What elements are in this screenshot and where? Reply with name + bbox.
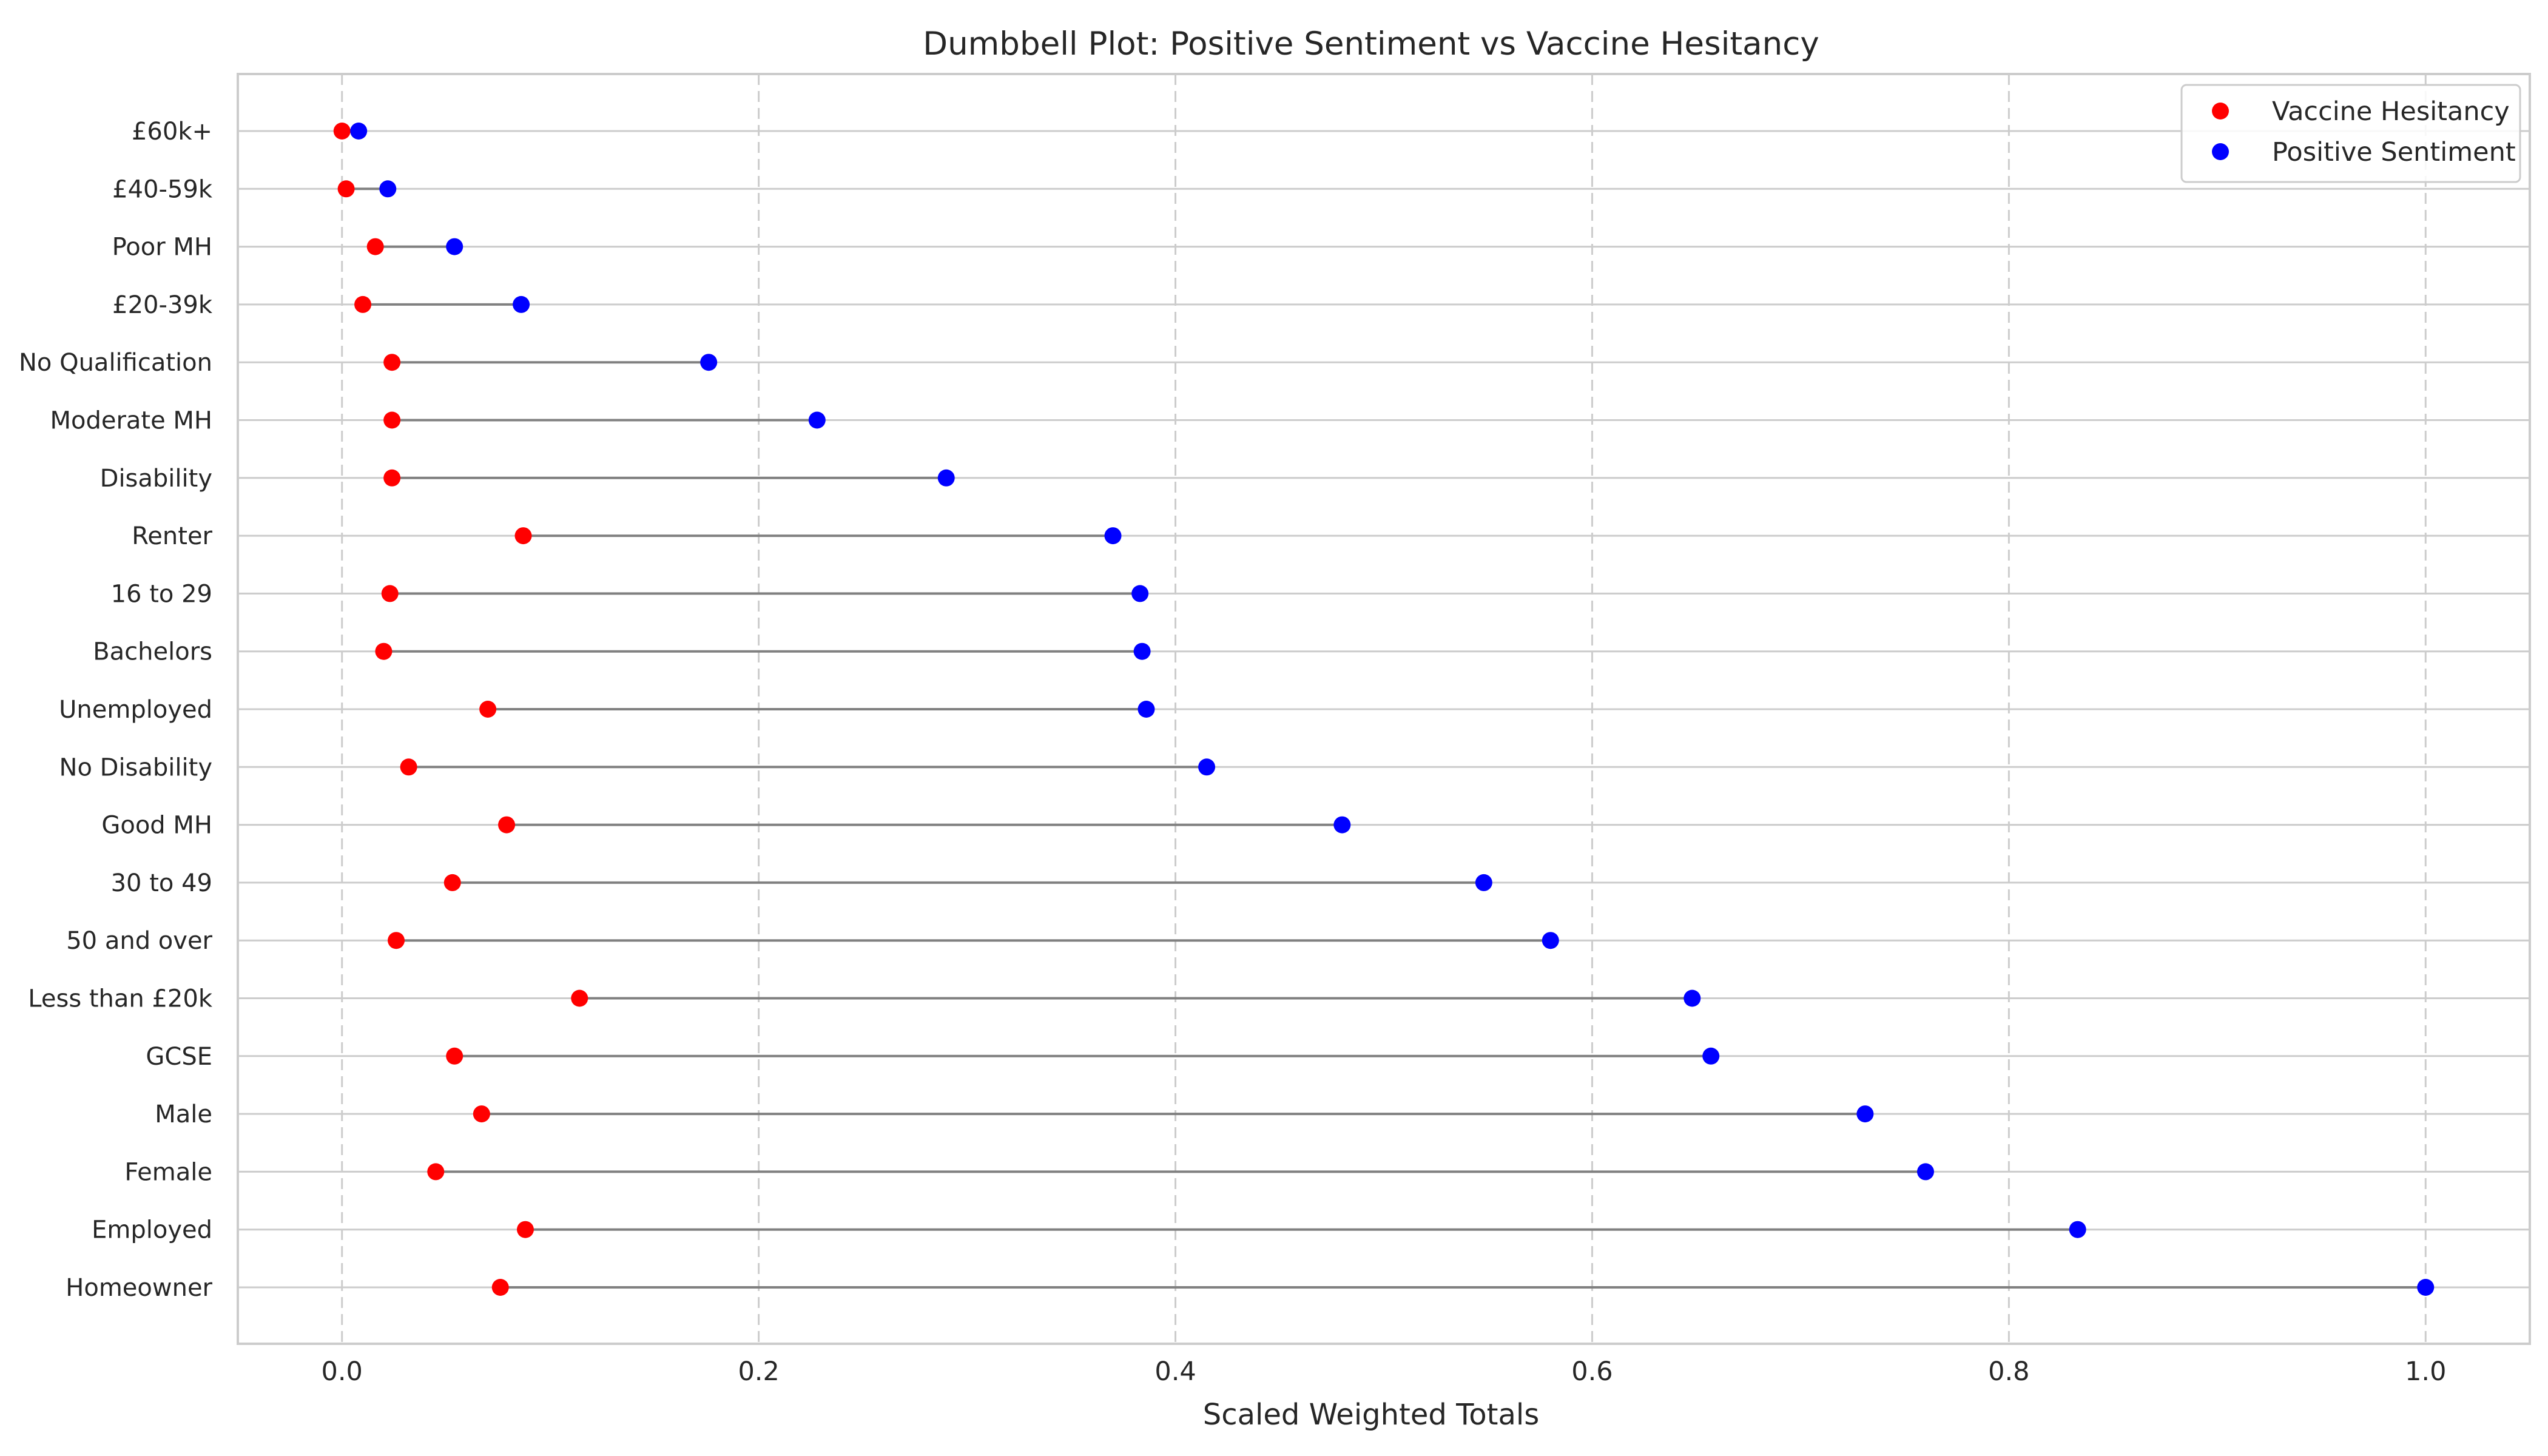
legend-label-positive-sentiment: Positive Sentiment [2272, 137, 2516, 167]
point-vaccine-hesitancy-no-qualification [383, 354, 401, 371]
y-tick-label-good-mh: Good MH [101, 812, 212, 840]
y-tick-label-less-than-gbp-20k: Less than £20k [28, 985, 213, 1013]
point-vaccine-hesitancy-poor-mh [366, 238, 384, 255]
y-tick-label-unemployed: Unemployed [59, 696, 212, 724]
point-positive-sentiment-30-to-49 [1475, 874, 1492, 891]
point-vaccine-hesitancy-employed [516, 1221, 534, 1238]
point-positive-sentiment-gbp-60k [350, 123, 368, 140]
y-tick-label-disability: Disability [100, 465, 212, 493]
x-tick-label: 0.6 [1571, 1357, 1613, 1387]
point-positive-sentiment-16-to-29 [1131, 585, 1149, 602]
y-tick-label-50-and-over: 50 and over [66, 927, 212, 955]
x-tick-label: 0.8 [1988, 1357, 2029, 1387]
point-vaccine-hesitancy-gcse [446, 1047, 463, 1065]
point-positive-sentiment-poor-mh [446, 238, 463, 255]
legend: Vaccine Hesitancy Positive Sentiment [2180, 84, 2521, 183]
point-positive-sentiment-less-than-gbp-20k [1684, 989, 1701, 1007]
y-tick-label-16-to-29: 16 to 29 [111, 580, 212, 608]
point-vaccine-hesitancy-no-disability [400, 758, 417, 776]
point-positive-sentiment-disability [937, 469, 955, 487]
point-positive-sentiment-good-mh [1333, 816, 1351, 834]
point-vaccine-hesitancy-moderate-mh [383, 411, 401, 429]
y-tick-label-30-to-49: 30 to 49 [111, 869, 212, 897]
y-tick-label-homeowner: Homeowner [66, 1274, 212, 1302]
point-vaccine-hesitancy-good-mh [498, 816, 516, 834]
point-positive-sentiment-homeowner [2417, 1279, 2435, 1296]
y-tick-label-moderate-mh: Moderate MH [50, 407, 212, 435]
axes-frame [237, 73, 2531, 1345]
y-tick-label-gbp-20-39k: £20-39k [112, 291, 213, 319]
y-tick-label-bachelors: Bachelors [93, 638, 212, 666]
y-tick-label-employed: Employed [92, 1216, 212, 1244]
legend-marker-vaccine-hesitancy [2212, 103, 2229, 120]
y-tick-label-female: Female [124, 1158, 212, 1186]
point-vaccine-hesitancy-bachelors [375, 642, 393, 660]
x-tick-label: 0.4 [1154, 1357, 1196, 1387]
point-positive-sentiment-female [1916, 1163, 1934, 1181]
y-tick-label-gbp-60k: £60k+ [132, 118, 212, 146]
point-positive-sentiment-moderate-mh [808, 411, 826, 429]
point-vaccine-hesitancy-gbp-60k [333, 123, 351, 140]
point-positive-sentiment-gcse [1702, 1047, 1720, 1065]
point-vaccine-hesitancy-homeowner [491, 1279, 509, 1296]
x-tick-label: 1.0 [2405, 1357, 2446, 1387]
chart-title: Dumbbell Plot: Positive Sentiment vs Vac… [923, 25, 1819, 62]
point-positive-sentiment-gbp-20-39k [513, 295, 530, 313]
point-positive-sentiment-bachelors [1133, 642, 1151, 660]
y-tick-label-gcse: GCSE [146, 1043, 212, 1071]
point-positive-sentiment-50-and-over [1542, 932, 1559, 949]
point-vaccine-hesitancy-gbp-20-39k [354, 295, 372, 313]
point-vaccine-hesitancy-less-than-gbp-20k [571, 989, 588, 1007]
point-positive-sentiment-no-disability [1198, 758, 1216, 776]
y-tick-label-no-disability: No Disability [59, 753, 212, 781]
point-positive-sentiment-renter [1104, 527, 1122, 545]
point-vaccine-hesitancy-disability [383, 469, 401, 487]
legend-frame [2180, 84, 2521, 183]
point-vaccine-hesitancy-50-and-over [388, 932, 405, 949]
point-vaccine-hesitancy-gbp-40-59k [337, 180, 355, 198]
y-tick-label-no-qualification: No Qualification [19, 349, 212, 377]
legend-label-vaccine-hesitancy: Vaccine Hesitancy [2272, 96, 2510, 127]
legend-marker-positive-sentiment [2212, 143, 2229, 160]
point-positive-sentiment-male [1856, 1105, 1874, 1123]
point-vaccine-hesitancy-female [427, 1163, 445, 1181]
plot-area: 0.0 0.2 0.4 0.6 0.8 1.0 £60k+ £40-59k Poor MH £20… [19, 73, 2531, 1387]
point-positive-sentiment-gbp-40-59k [379, 180, 397, 198]
x-axis-label: Scaled Weighted Totals [1203, 1398, 1539, 1432]
point-vaccine-hesitancy-unemployed [479, 701, 497, 718]
x-tick-label: 0.0 [322, 1357, 363, 1387]
point-positive-sentiment-unemployed [1138, 701, 1155, 718]
point-vaccine-hesitancy-renter [514, 527, 532, 545]
point-positive-sentiment-no-qualification [700, 354, 718, 371]
y-tick-label-poor-mh: Poor MH [112, 234, 212, 261]
point-vaccine-hesitancy-male [473, 1105, 490, 1123]
point-positive-sentiment-employed [2069, 1221, 2086, 1238]
y-tick-label-gbp-40-59k: £40-59k [112, 175, 213, 203]
point-vaccine-hesitancy-30-to-49 [443, 874, 461, 891]
x-tick-label: 0.2 [738, 1357, 779, 1387]
y-tick-label-male: Male [155, 1100, 212, 1128]
point-vaccine-hesitancy-16-to-29 [381, 585, 399, 602]
y-tick-label-renter: Renter [132, 522, 212, 550]
